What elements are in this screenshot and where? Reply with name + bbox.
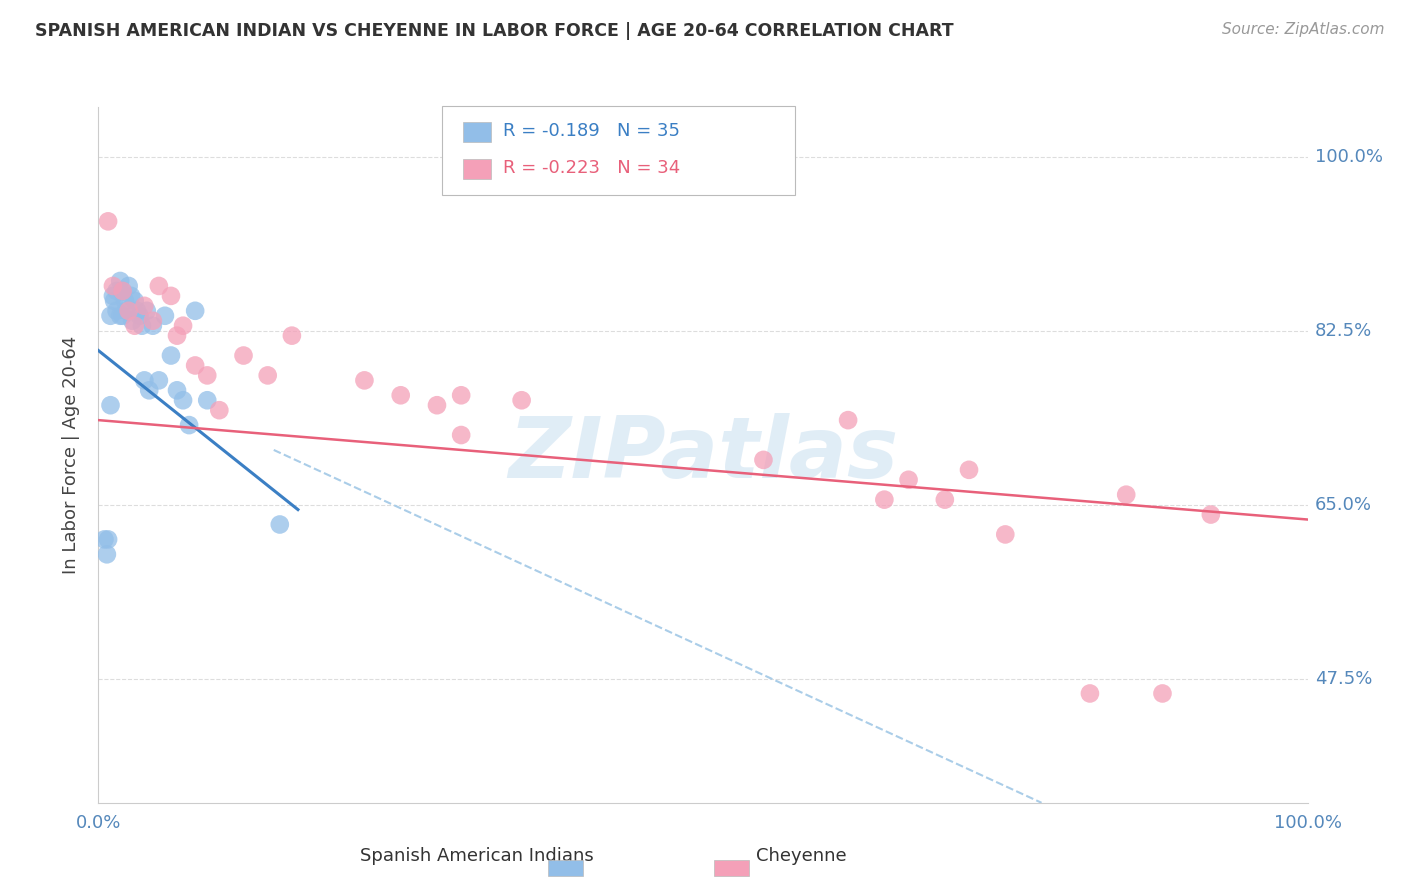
Point [208, 403, 231, 417]
Point [93, 533, 115, 547]
Point [134, 299, 156, 313]
Point [873, 492, 896, 507]
Point [389, 388, 412, 402]
Text: Spanish American Indians: Spanish American Indians [360, 847, 593, 865]
Point [97, 533, 120, 547]
Point [148, 373, 170, 387]
Point [195, 393, 218, 408]
Text: R = -0.223   N = 34: R = -0.223 N = 34 [502, 160, 679, 178]
Point [177, 418, 201, 433]
Point [1199, 508, 1222, 522]
Text: 100.0%: 100.0% [1315, 148, 1382, 166]
Point [114, 293, 136, 308]
Point [97, 214, 120, 228]
Text: 82.5%: 82.5% [1315, 322, 1372, 340]
Point [184, 303, 207, 318]
Point [184, 359, 207, 373]
Point [138, 384, 160, 398]
Point [100, 398, 122, 412]
Point [142, 314, 165, 328]
Point [269, 517, 291, 532]
Point [195, 368, 218, 383]
Point [994, 527, 1017, 541]
Point [121, 314, 143, 328]
Point [134, 373, 156, 387]
Point [101, 289, 124, 303]
Point [124, 318, 146, 333]
Point [1115, 488, 1137, 502]
Point [131, 318, 153, 333]
Point [111, 284, 134, 298]
Point [172, 393, 194, 408]
Y-axis label: In Labor Force | Age 20-64: In Labor Force | Age 20-64 [62, 335, 80, 574]
Point [96, 547, 118, 561]
Text: Source: ZipAtlas.com: Source: ZipAtlas.com [1222, 22, 1385, 37]
Point [160, 289, 183, 303]
Text: R = -0.189   N = 35: R = -0.189 N = 35 [502, 122, 679, 140]
Point [450, 388, 472, 402]
Text: Cheyenne: Cheyenne [756, 847, 846, 865]
Point [108, 309, 131, 323]
Text: 65.0%: 65.0% [1315, 496, 1372, 514]
Point [450, 428, 472, 442]
Point [1078, 686, 1101, 700]
Text: 47.5%: 47.5% [1315, 670, 1372, 688]
Point [118, 279, 141, 293]
Point [105, 303, 128, 318]
Point [934, 492, 956, 507]
Text: ZIPatlas: ZIPatlas [508, 413, 898, 497]
Point [124, 293, 146, 308]
Point [232, 349, 254, 363]
Point [108, 274, 131, 288]
Point [142, 318, 165, 333]
Point [160, 349, 183, 363]
Point [1152, 686, 1174, 700]
Point [166, 328, 188, 343]
Point [166, 384, 188, 398]
Point [353, 373, 375, 387]
Point [426, 398, 449, 412]
Point [135, 303, 157, 318]
Point [153, 309, 176, 323]
Point [111, 309, 134, 323]
Point [103, 293, 125, 308]
Point [120, 289, 142, 303]
Point [115, 303, 138, 318]
Point [957, 463, 980, 477]
Point [101, 279, 124, 293]
Point [148, 279, 170, 293]
Point [752, 453, 775, 467]
Point [128, 309, 150, 323]
Point [111, 284, 134, 298]
Point [118, 303, 141, 318]
Point [105, 284, 128, 298]
Text: SPANISH AMERICAN INDIAN VS CHEYENNE IN LABOR FORCE | AGE 20-64 CORRELATION CHART: SPANISH AMERICAN INDIAN VS CHEYENNE IN L… [35, 22, 953, 40]
Point [127, 303, 149, 318]
Point [100, 309, 122, 323]
Point [281, 328, 304, 343]
Point [172, 318, 194, 333]
Point [256, 368, 278, 383]
Point [837, 413, 859, 427]
Point [510, 393, 533, 408]
Point [897, 473, 920, 487]
